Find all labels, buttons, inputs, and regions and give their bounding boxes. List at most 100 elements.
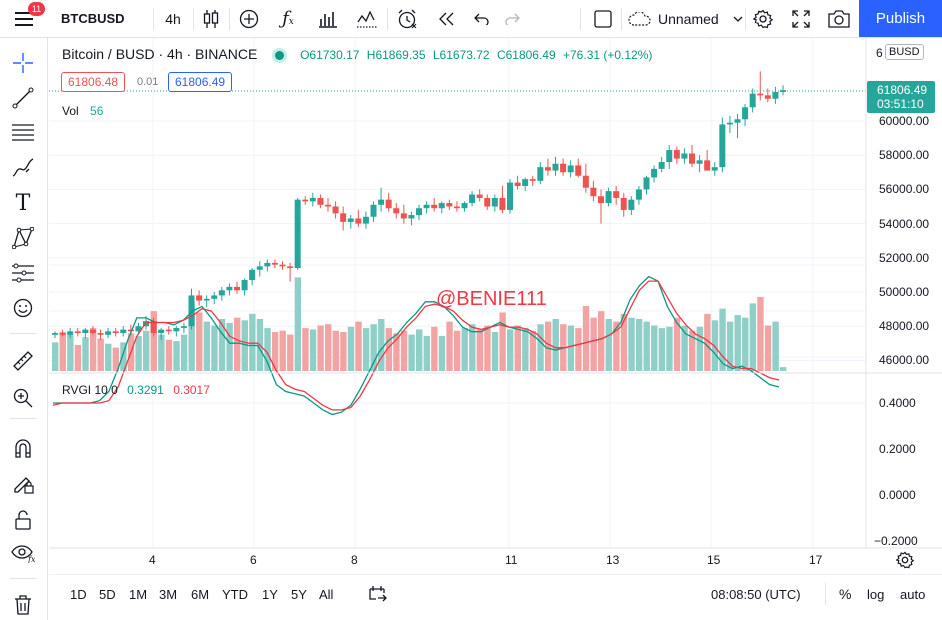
last-price-tag: 61806.49 03:51:10 (867, 81, 935, 113)
interval-button[interactable]: 4h (165, 10, 181, 27)
volume-bar (74, 345, 82, 371)
volume-bar (416, 329, 423, 371)
zoom-in-tool[interactable] (0, 383, 46, 413)
volume-bars (52, 277, 787, 371)
templates-button[interactable] (308, 0, 348, 37)
range-button-1m[interactable]: 1M (129, 586, 148, 602)
redo-icon (505, 13, 520, 25)
chart-settings-button[interactable] (895, 551, 915, 572)
lock-drawings-tool[interactable] (0, 505, 46, 535)
forecast-tool[interactable] (0, 258, 46, 288)
chart-canvas[interactable] (49, 38, 942, 575)
menu-button[interactable]: 11 (0, 0, 47, 37)
measure-tool[interactable] (0, 346, 46, 376)
candle (711, 162, 718, 176)
candle (393, 203, 400, 219)
candle-body (757, 93, 764, 96)
candle-body (469, 194, 476, 204)
price-tick-label: 54000.00 (879, 216, 930, 231)
stay-in-drawing-mode-tool[interactable] (0, 468, 46, 498)
hide-drawings-tool[interactable]: fx (0, 538, 46, 568)
percent-scale-button[interactable]: % (839, 586, 852, 602)
indicators-button[interactable]: ƒx (268, 0, 308, 37)
range-button-5y[interactable]: 5Y (291, 586, 307, 602)
compare-button[interactable] (230, 0, 268, 37)
timezone-clock[interactable]: 08:08:50 (UTC) (711, 586, 801, 602)
candle (89, 326, 96, 335)
trend-line-tool[interactable] (0, 83, 46, 113)
brush-tool[interactable] (0, 153, 46, 183)
candle (165, 326, 172, 335)
candle (370, 201, 377, 222)
publish-button[interactable]: Publish (859, 0, 942, 37)
remove-drawings-tool[interactable] (0, 590, 46, 620)
fullscreen-button[interactable] (782, 0, 820, 37)
candle (97, 329, 104, 340)
goto-date-button[interactable] (368, 575, 388, 613)
fib-tool[interactable] (0, 118, 46, 148)
snapshot-button[interactable] (820, 0, 858, 37)
symbol-title[interactable]: Bitcoin / BUSD · 4h · BINANCE (62, 46, 258, 62)
candle-body (453, 206, 460, 209)
buy-price-button[interactable]: 61806.49 (168, 72, 233, 92)
forecast-icon (12, 263, 34, 283)
sell-price-button[interactable]: 61806.48 (61, 72, 126, 92)
volume-legend: Vol 56 (62, 104, 103, 118)
volume-bar (340, 332, 347, 371)
auto-scale-button[interactable]: auto (900, 586, 926, 602)
candle (651, 165, 658, 183)
volume-bar (453, 330, 461, 371)
range-button-all[interactable]: All (319, 586, 334, 602)
candle (423, 201, 430, 214)
range-button-1y[interactable]: 1Y (262, 586, 278, 602)
log-scale-button[interactable]: log (867, 586, 885, 602)
volume-bar (431, 326, 438, 371)
candle-body (89, 329, 96, 334)
candle-body (681, 153, 688, 159)
layout-grid-icon (357, 9, 377, 28)
volume-bar (438, 335, 446, 371)
bottom-toolbar: 1D 5D 1M 3M 6M YTD 1Y 5Y All 08:08:50 (UTC) % lo… (49, 575, 942, 613)
last-price-value: 61806.49 (877, 83, 928, 97)
emoji-tool[interactable] (0, 293, 46, 323)
range-button-6m[interactable]: 6M (191, 586, 210, 602)
volume-bar (484, 325, 491, 371)
candle (484, 194, 491, 210)
volume-bar (196, 312, 203, 371)
save-layout-button[interactable]: Unnamed (624, 0, 744, 37)
candle (362, 211, 369, 229)
candle (537, 162, 544, 185)
candle-body (719, 124, 726, 168)
undo-button[interactable] (466, 0, 498, 37)
emoji-icon (13, 298, 33, 318)
candle (666, 144, 673, 169)
crosshair-tool[interactable] (0, 48, 46, 78)
ohlc-low: L61673.72 (432, 48, 490, 62)
range-button-1d[interactable]: 1D (70, 586, 87, 602)
toolbar-divider (10, 578, 36, 579)
currency-button[interactable]: BUSD (885, 44, 924, 60)
price-tick-label: 52000.00 (879, 250, 930, 265)
magnet-tool[interactable] (0, 433, 46, 463)
symbol-search-button[interactable]: BTCBUSD (61, 11, 125, 26)
layout-name: Unnamed (658, 10, 719, 27)
rvgi-tick-label: 0.0000 (879, 488, 916, 502)
settings-button[interactable] (746, 0, 780, 37)
candle (302, 196, 309, 205)
replay-button[interactable] (428, 0, 464, 37)
pattern-tool[interactable] (0, 223, 46, 253)
candle-body (302, 199, 309, 202)
toolbar-divider (229, 8, 230, 30)
toolbar-divider (10, 418, 36, 419)
alert-button[interactable] (388, 0, 426, 37)
chart-type-button[interactable] (194, 0, 228, 37)
time-tick-label: 11 (505, 553, 518, 567)
range-button-3m[interactable]: 3M (159, 586, 178, 602)
select-layout-button[interactable] (586, 0, 620, 37)
range-button-ytd[interactable]: YTD (222, 586, 248, 602)
multi-chart-button[interactable] (348, 0, 386, 37)
redo-button[interactable] (498, 0, 526, 37)
candle (385, 192, 392, 212)
text-tool[interactable]: T (0, 188, 46, 218)
range-button-5d[interactable]: 5D (99, 586, 116, 602)
